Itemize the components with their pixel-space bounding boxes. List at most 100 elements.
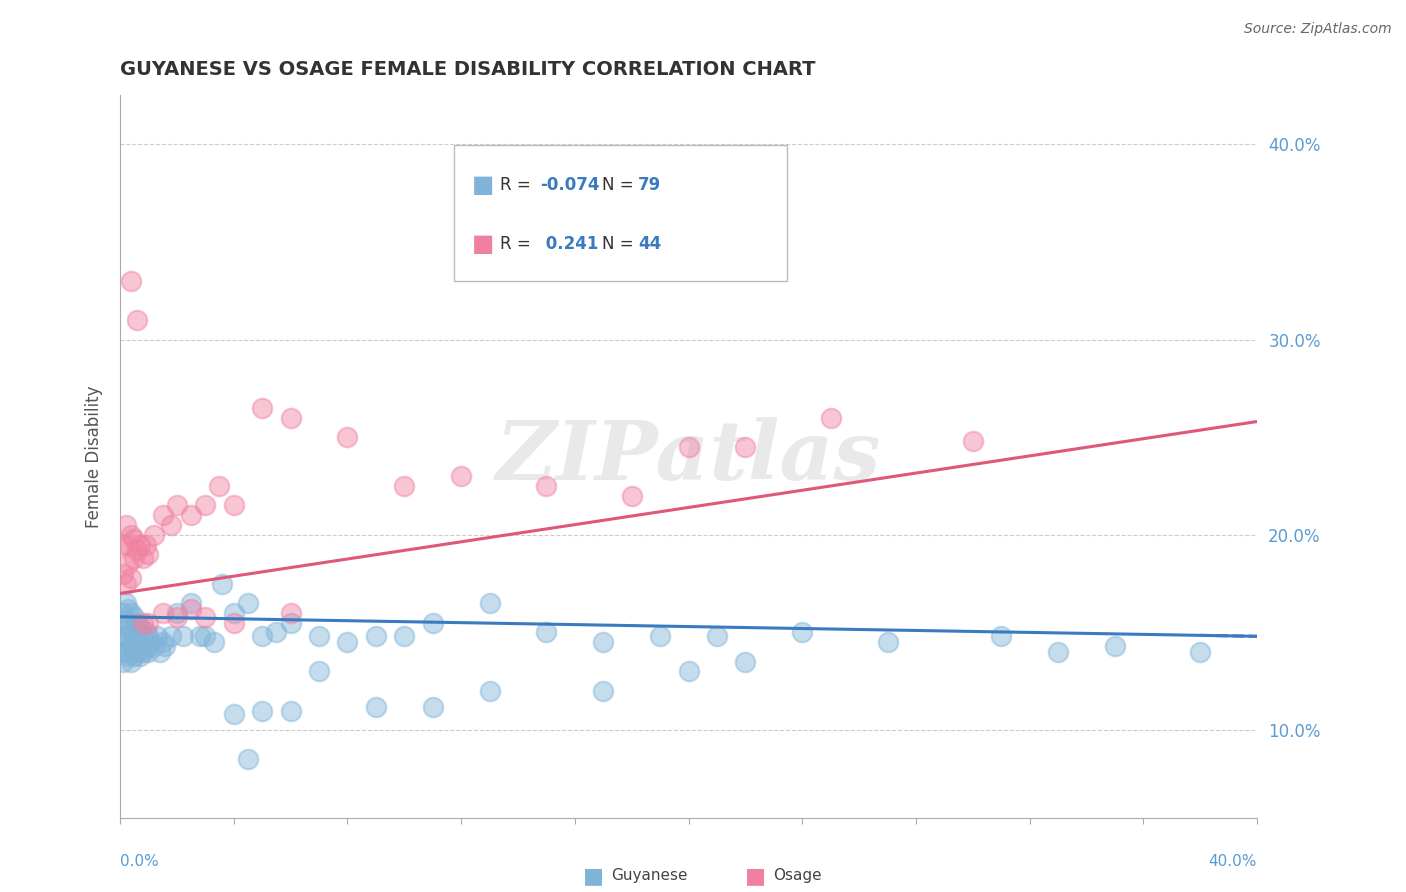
- Point: [194, 629, 217, 643]
- Point: [152, 606, 174, 620]
- Point: [592, 635, 614, 649]
- Point: [120, 625, 142, 640]
- Point: [236, 596, 259, 610]
- Point: [478, 684, 501, 698]
- Point: [202, 635, 225, 649]
- Point: [114, 645, 136, 659]
- Text: 40.0%: 40.0%: [1209, 854, 1257, 869]
- Point: [222, 606, 245, 620]
- Text: 0.241: 0.241: [540, 235, 598, 253]
- Point: [120, 655, 142, 669]
- Text: -0.074: -0.074: [540, 176, 599, 194]
- Point: [111, 606, 134, 620]
- Text: Source: ZipAtlas.com: Source: ZipAtlas.com: [1244, 22, 1392, 37]
- Point: [160, 629, 183, 643]
- Point: [222, 499, 245, 513]
- Point: [280, 410, 302, 425]
- Point: [111, 615, 134, 630]
- Point: [536, 479, 558, 493]
- Point: [128, 619, 150, 633]
- Point: [962, 434, 984, 448]
- Point: [592, 684, 614, 698]
- Point: [114, 629, 136, 643]
- Point: [394, 629, 416, 643]
- Point: [820, 410, 842, 425]
- Point: [122, 639, 145, 653]
- Point: [117, 635, 139, 649]
- Point: [125, 313, 148, 327]
- Point: [180, 508, 202, 523]
- Point: [114, 576, 136, 591]
- Point: [122, 629, 145, 643]
- Point: [422, 699, 444, 714]
- Point: [125, 543, 148, 558]
- Text: ■: ■: [472, 233, 495, 256]
- Point: [120, 274, 142, 288]
- Point: [138, 615, 160, 630]
- Point: [250, 401, 273, 415]
- Point: [128, 648, 150, 663]
- Point: [876, 635, 898, 649]
- Point: [280, 615, 302, 630]
- Point: [155, 639, 177, 653]
- Point: [149, 645, 172, 659]
- Point: [648, 629, 671, 643]
- Point: [120, 571, 142, 585]
- Point: [122, 532, 145, 546]
- Text: 44: 44: [638, 235, 661, 253]
- Point: [678, 665, 700, 679]
- Text: 0.0%: 0.0%: [120, 854, 159, 869]
- Point: [117, 602, 139, 616]
- Point: [152, 508, 174, 523]
- Text: GUYANESE VS OSAGE FEMALE DISABILITY CORRELATION CHART: GUYANESE VS OSAGE FEMALE DISABILITY CORR…: [120, 60, 815, 78]
- Point: [280, 606, 302, 620]
- Text: ■: ■: [745, 866, 766, 886]
- Point: [536, 625, 558, 640]
- Point: [114, 596, 136, 610]
- Point: [135, 537, 157, 551]
- Point: [143, 639, 166, 653]
- Point: [180, 596, 202, 610]
- Point: [120, 606, 142, 620]
- Point: [132, 645, 155, 659]
- Point: [280, 704, 302, 718]
- Point: [222, 707, 245, 722]
- Point: [114, 518, 136, 533]
- Point: [111, 655, 134, 669]
- Point: [211, 576, 233, 591]
- Text: ■: ■: [583, 866, 605, 886]
- Point: [138, 645, 160, 659]
- Point: [120, 528, 142, 542]
- Point: [1189, 645, 1212, 659]
- Point: [132, 615, 155, 630]
- Point: [1104, 639, 1126, 653]
- Point: [122, 609, 145, 624]
- Point: [160, 518, 183, 533]
- Point: [128, 537, 150, 551]
- Point: [111, 645, 134, 659]
- Point: [250, 704, 273, 718]
- Point: [117, 619, 139, 633]
- Point: [792, 625, 814, 640]
- Point: [132, 551, 155, 566]
- Point: [336, 635, 359, 649]
- Point: [122, 648, 145, 663]
- Point: [111, 629, 134, 643]
- Point: [222, 615, 245, 630]
- Point: [208, 479, 231, 493]
- Point: [125, 645, 148, 659]
- Point: [180, 602, 202, 616]
- Text: Osage: Osage: [773, 869, 821, 883]
- Point: [125, 632, 148, 646]
- Point: [172, 629, 194, 643]
- Text: 79: 79: [638, 176, 661, 194]
- Point: [422, 615, 444, 630]
- Point: [166, 606, 188, 620]
- Point: [308, 629, 330, 643]
- Point: [478, 596, 501, 610]
- Point: [111, 566, 134, 581]
- Point: [117, 648, 139, 663]
- Point: [250, 629, 273, 643]
- Point: [1047, 645, 1070, 659]
- Text: R =: R =: [501, 176, 537, 194]
